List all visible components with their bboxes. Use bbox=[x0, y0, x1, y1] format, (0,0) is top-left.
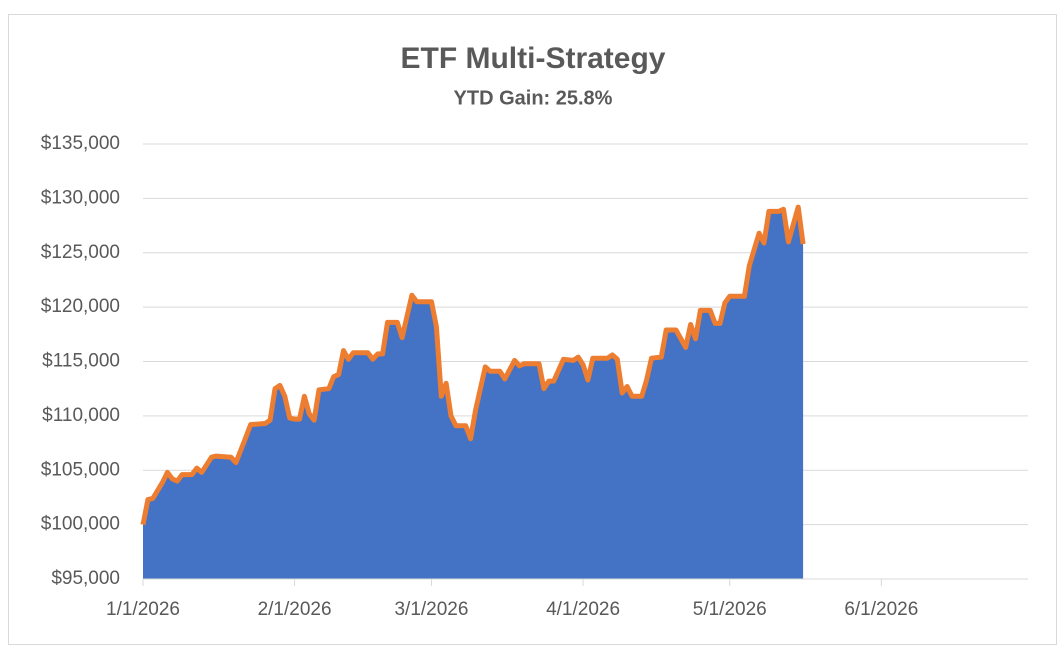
y-tick-label: $110,000 bbox=[42, 405, 120, 426]
chart-title: ETF Multi-Strategy bbox=[400, 42, 665, 75]
x-tick-label: 6/1/2026 bbox=[844, 599, 918, 620]
chart-subtitle: YTD Gain: 25.8% bbox=[454, 87, 613, 109]
y-tick-label: $95,000 bbox=[51, 568, 120, 589]
x-tick-label: 2/1/2026 bbox=[258, 599, 332, 620]
y-tick-label: $100,000 bbox=[41, 514, 120, 535]
x-tick-label: 1/1/2026 bbox=[106, 599, 180, 620]
area bbox=[143, 207, 804, 579]
y-tick-label: $130,000 bbox=[41, 187, 120, 208]
line bbox=[140, 204, 806, 526]
x-tick-label: 5/1/2026 bbox=[693, 599, 767, 620]
y-tick-label: $105,000 bbox=[41, 459, 120, 480]
y-tick-label: $135,000 bbox=[41, 133, 120, 154]
x-tick-label: 3/1/2026 bbox=[394, 599, 468, 620]
y-tick-label: $115,000 bbox=[42, 351, 120, 372]
y-tick-label: $120,000 bbox=[41, 296, 120, 317]
y-tick-label: $125,000 bbox=[41, 242, 120, 263]
x-tick-label: 4/1/2026 bbox=[546, 599, 620, 620]
